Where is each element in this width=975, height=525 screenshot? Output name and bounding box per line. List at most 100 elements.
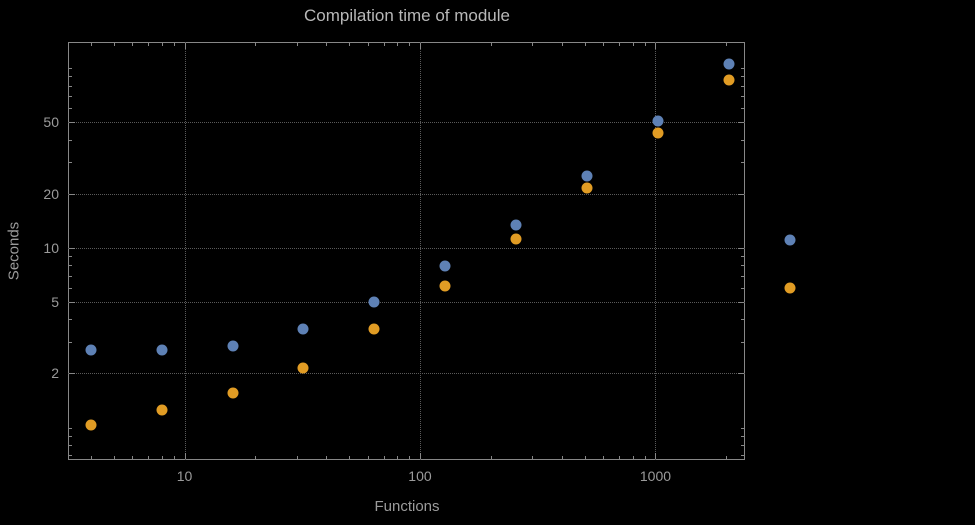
x-tick (90, 43, 92, 46)
y-tick (741, 108, 744, 110)
x-tick (113, 43, 115, 46)
y-tick (69, 85, 72, 87)
y-gridline (68, 302, 745, 303)
y-tick (69, 76, 72, 78)
x-tick-label: 10 (176, 468, 193, 484)
x-tick (603, 456, 605, 459)
data-point-series-1-blue (723, 58, 735, 70)
data-point-series-2-orange (581, 182, 593, 194)
x-tick (584, 456, 586, 459)
y-tick (69, 444, 72, 446)
x-tick (561, 43, 563, 46)
y-tick-label: 20 (43, 185, 59, 202)
x-tick (584, 43, 586, 46)
data-point-series-2-orange (85, 419, 97, 431)
plot-area (68, 42, 745, 460)
x-tick (726, 43, 728, 46)
y-tick (741, 319, 744, 321)
data-point-series-2-orange (368, 323, 380, 335)
x-tick (561, 456, 563, 459)
data-point-series-1-blue (227, 340, 239, 352)
x-tick (409, 43, 411, 46)
x-tick (383, 456, 385, 459)
y-tick (738, 247, 744, 249)
x-tick (367, 43, 369, 46)
x-tick (632, 43, 634, 46)
y-gridline (68, 373, 745, 375)
y-tick (69, 265, 72, 267)
data-point-series-1-blue (297, 323, 309, 335)
y-tick (741, 435, 744, 437)
x-tick (632, 456, 634, 459)
y-tick (69, 122, 75, 124)
y-tick (741, 265, 744, 267)
x-tick (161, 456, 163, 459)
y-tick (738, 302, 744, 303)
data-point-series-2-orange (227, 387, 239, 399)
x-tick (148, 43, 150, 46)
chart-title: Compilation time of module (304, 6, 510, 25)
x-tick (618, 43, 620, 46)
y-tick (741, 341, 744, 343)
y-tick (69, 256, 72, 258)
x-tick (397, 456, 399, 459)
y-tick (69, 96, 72, 98)
x-tick (419, 453, 421, 459)
y-tick (741, 256, 744, 258)
data-point-series-2-orange (652, 127, 664, 139)
x-tick-label: 100 (408, 468, 432, 484)
x-tick-label: 1000 (639, 468, 672, 484)
y-tick (741, 455, 744, 457)
y-tick (69, 247, 75, 249)
data-point-series-1-blue (439, 260, 451, 272)
y-tick (69, 373, 75, 375)
y-tick (69, 108, 72, 110)
x-tick (603, 43, 605, 46)
x-tick (490, 43, 492, 46)
y-tick (69, 435, 72, 437)
legend-marker-series-1-blue (784, 234, 796, 246)
data-point-series-2-orange (156, 404, 168, 416)
y-gridline (68, 193, 745, 195)
data-point-series-1-blue (652, 115, 664, 127)
x-tick (132, 43, 134, 46)
y-tick (738, 193, 744, 195)
y-tick (69, 275, 72, 277)
x-tick (184, 43, 186, 49)
x-tick (326, 43, 328, 46)
y-tick-label: 2 (51, 365, 59, 382)
x-tick (255, 43, 257, 46)
x-tick (296, 456, 298, 459)
x-tick (349, 456, 351, 459)
x-tick (367, 456, 369, 459)
x-tick (161, 43, 163, 46)
y-tick (69, 319, 72, 321)
data-point-series-1-blue (581, 170, 593, 182)
y-tick (741, 162, 744, 164)
y-tick (69, 68, 72, 70)
y-axis-label: Seconds (5, 221, 23, 281)
x-tick (644, 456, 646, 459)
x-tick (148, 456, 150, 459)
x-gridline (419, 42, 421, 460)
x-tick (655, 453, 657, 459)
y-tick (738, 373, 744, 375)
y-tick (741, 76, 744, 78)
x-tick (173, 456, 175, 459)
y-tick (741, 275, 744, 277)
x-tick (532, 43, 534, 46)
data-point-series-2-orange (723, 74, 735, 86)
y-tick (69, 427, 72, 429)
x-tick (397, 43, 399, 46)
y-tick (69, 302, 75, 303)
x-tick (132, 456, 134, 459)
y-tick-label: 5 (51, 294, 59, 310)
x-tick (490, 456, 492, 459)
x-tick (409, 456, 411, 459)
y-tick (741, 427, 744, 429)
legend-marker-series-2-orange (784, 282, 796, 294)
y-tick (69, 162, 72, 164)
data-point-series-2-orange (297, 362, 309, 374)
y-gridline (68, 247, 745, 249)
